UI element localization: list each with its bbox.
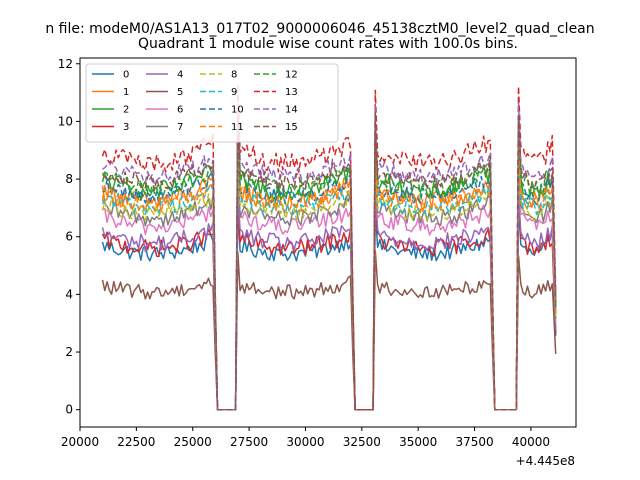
legend-label: 5 xyxy=(177,87,183,98)
axis-layer: 20000 22500 25000 27500 30000 32500 35000 37500… xyxy=(58,57,550,449)
x-tick-label: 25000 xyxy=(174,435,212,449)
y-tick-label: 12 xyxy=(58,57,73,71)
legend-label: 14 xyxy=(285,105,298,116)
series-line-14 xyxy=(102,101,557,411)
legend-label: 9 xyxy=(231,87,237,98)
series-line-11 xyxy=(101,136,557,411)
legend-box xyxy=(85,63,339,143)
y-tick-label: 0 xyxy=(65,403,73,417)
series-line-13 xyxy=(101,83,557,411)
y-tick-label: 4 xyxy=(65,287,73,301)
y-tick-label: 6 xyxy=(65,230,73,244)
series-line-5 xyxy=(101,249,557,411)
x-tick-label: 40000 xyxy=(512,435,550,449)
x-tick-label: 37500 xyxy=(455,435,493,449)
x-tick-label: 20000 xyxy=(61,435,99,449)
series-line-15 xyxy=(101,111,557,411)
chart-title: Quadrant 1 module wise count rates with … xyxy=(138,36,518,52)
series-line-2 xyxy=(102,120,557,411)
legend-label: 4 xyxy=(177,70,183,81)
x-tick-label: 32500 xyxy=(343,435,381,449)
legend-label: 3 xyxy=(123,122,129,133)
series-line-10 xyxy=(102,127,557,411)
series-line-8 xyxy=(101,148,557,411)
legend-label: 8 xyxy=(231,70,237,81)
legend-label: 0 xyxy=(123,70,129,81)
figure-suptitle: n file: modeM0/AS1A13_017T02_9000006046_… xyxy=(45,21,595,37)
y-tick-label: 10 xyxy=(58,114,73,128)
x-tick-label: 35000 xyxy=(399,435,437,449)
series-line-4 xyxy=(101,187,557,411)
legend-label: 11 xyxy=(231,122,244,133)
series-line-3 xyxy=(101,193,557,411)
legend-label: 13 xyxy=(285,87,298,98)
series-layer xyxy=(101,83,557,411)
legend-label: 10 xyxy=(231,105,244,116)
x-offset-label: +4.445e8 xyxy=(516,454,575,468)
legend-label: 2 xyxy=(123,105,129,116)
plot-frame xyxy=(79,57,577,428)
legend-label: 1 xyxy=(123,87,129,98)
legend-label: 15 xyxy=(285,122,298,133)
legend-label: 6 xyxy=(177,105,183,116)
y-tick-label: 2 xyxy=(65,345,73,359)
y-tick-label: 8 xyxy=(65,172,73,186)
series-line-12 xyxy=(101,118,557,411)
x-tick-label: 27500 xyxy=(230,435,268,449)
legend-label: 12 xyxy=(285,70,298,81)
x-tick-label: 22500 xyxy=(117,435,155,449)
legend-label: 7 xyxy=(177,122,183,133)
series-line-7 xyxy=(101,156,557,411)
x-tick-label: 30000 xyxy=(286,435,324,449)
